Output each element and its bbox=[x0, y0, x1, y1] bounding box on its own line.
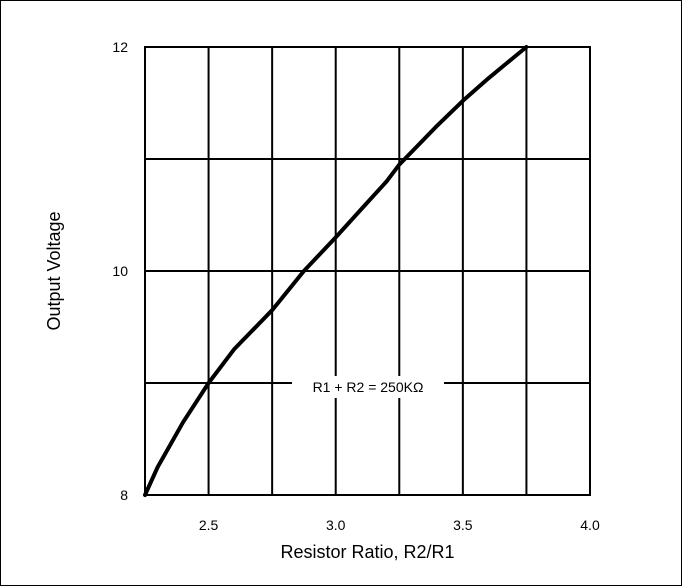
series-line bbox=[143, 45, 529, 497]
y-tick-label-2: 12 bbox=[112, 39, 128, 55]
x-tick-labels: 2.5 3.0 3.5 4.0 bbox=[199, 517, 600, 533]
y-tick-label-0: 8 bbox=[120, 487, 128, 503]
x-axis-label: Resistor Ratio, R2/R1 bbox=[280, 542, 454, 562]
annotation-label: R1 + R2 = 250KΩ bbox=[313, 379, 424, 395]
annotation-group: R1 + R2 = 250KΩ bbox=[292, 376, 444, 398]
y-tick-label-1: 10 bbox=[112, 263, 128, 279]
grid bbox=[144, 46, 591, 496]
annotation-background bbox=[292, 376, 444, 398]
x-tick-label-1: 3.0 bbox=[326, 517, 346, 533]
x-tick-label-3: 4.0 bbox=[580, 517, 600, 533]
x-tick-label-2: 3.5 bbox=[453, 517, 473, 533]
y-tick-labels: 8 10 12 bbox=[112, 39, 128, 503]
y-axis-label: Output Voltage bbox=[44, 211, 64, 330]
plot-area-border bbox=[144, 46, 591, 496]
x-tick-label-0: 2.5 bbox=[199, 517, 219, 533]
